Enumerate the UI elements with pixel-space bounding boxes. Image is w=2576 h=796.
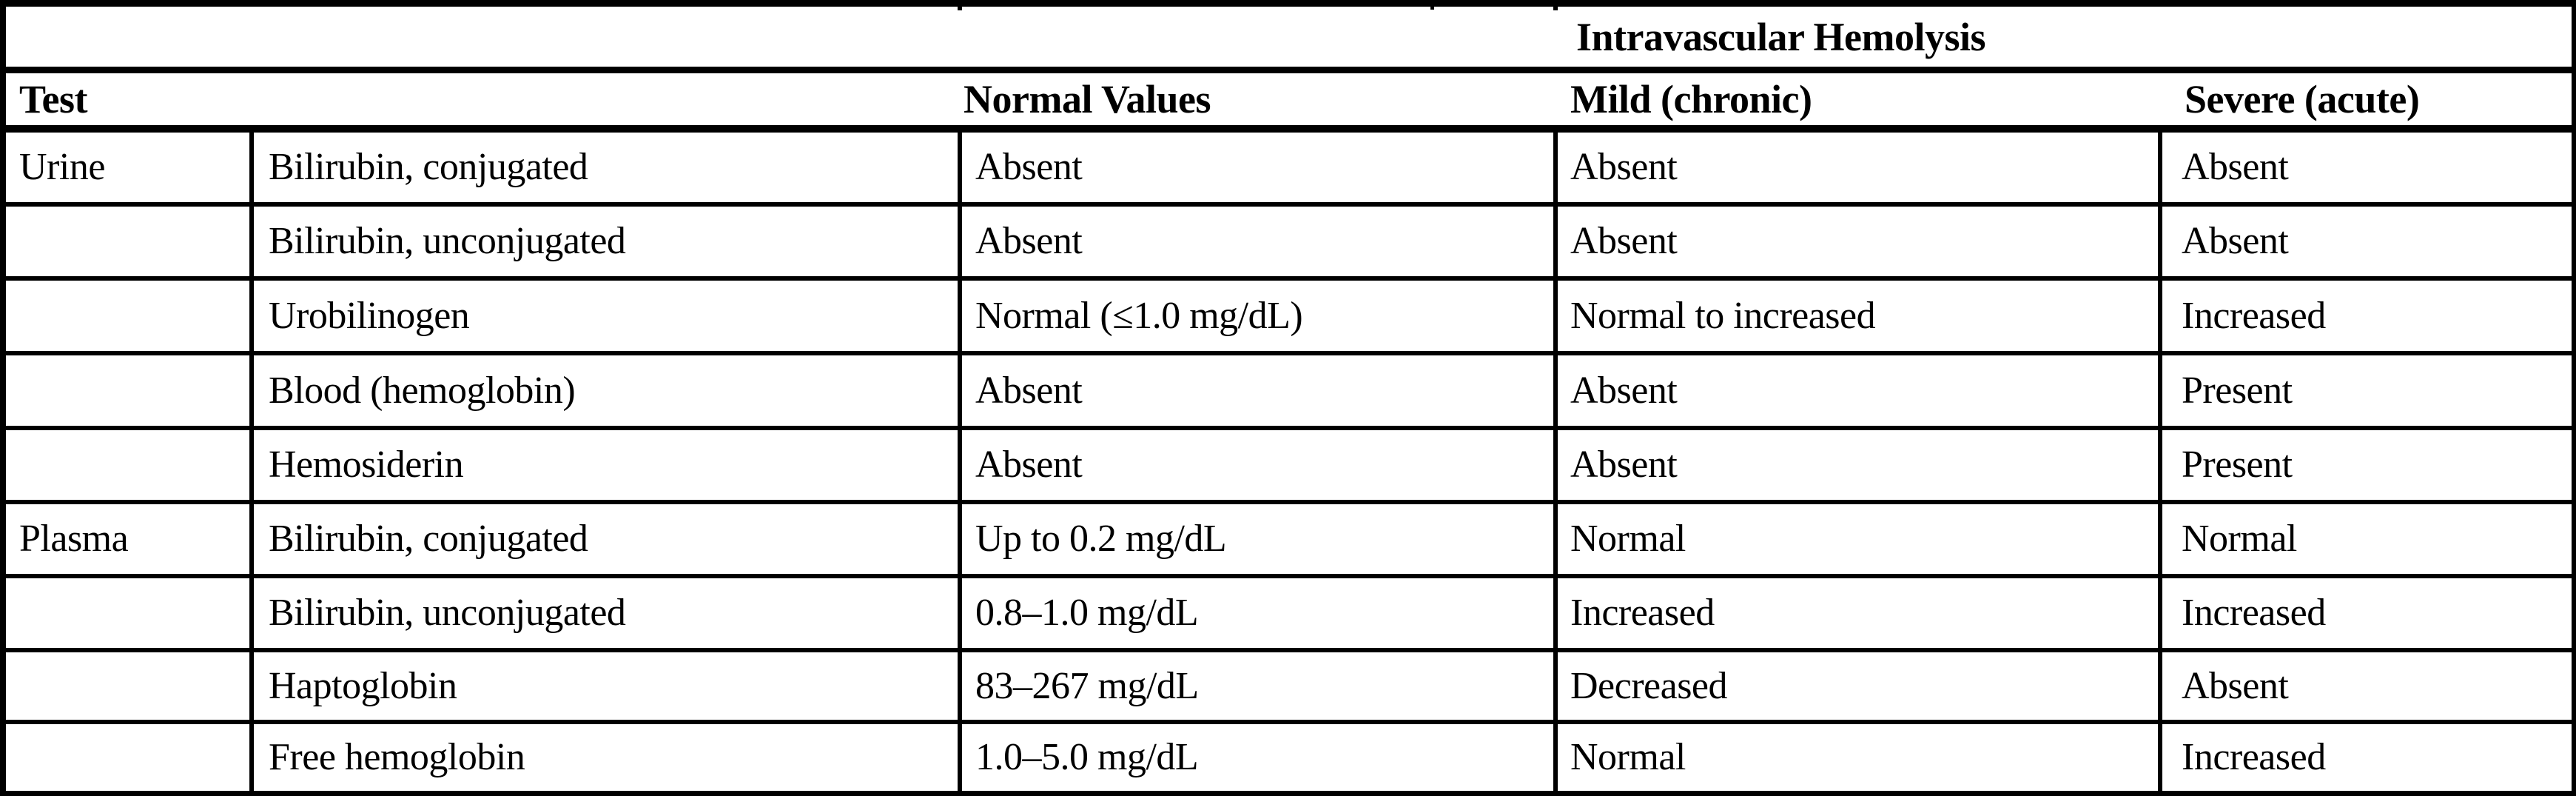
table-right-border — [2572, 0, 2576, 796]
row-divider — [0, 648, 2576, 652]
mild-cell: Absent — [1570, 146, 1678, 188]
normal-cell: Absent — [975, 146, 1083, 188]
severe-cell: Present — [2182, 369, 2293, 412]
test-cell: Bilirubin, unconjugated — [269, 592, 626, 634]
column-header-mild-chronic: Mild (chronic) — [1570, 77, 1812, 121]
severe-cell: Increased — [2182, 592, 2326, 634]
row-divider — [0, 720, 2576, 724]
test-cell: Urobilinogen — [269, 295, 470, 337]
column-header-normal-values: Normal Values — [964, 77, 1211, 121]
test-cell: Bilirubin, unconjugated — [269, 220, 626, 262]
normal-cell: 0.8–1.0 mg/dL — [975, 592, 1199, 634]
test-cell: Bilirubin, conjugated — [269, 146, 588, 188]
test-cell: Blood (hemoglobin) — [269, 369, 576, 412]
group-cell: Urine — [19, 146, 105, 188]
column-header-severe-acute: Severe (acute) — [2185, 77, 2420, 121]
rule-below-column-header — [0, 125, 2576, 133]
row-divider — [0, 202, 2576, 207]
row-divider — [0, 351, 2576, 355]
row-divider — [0, 500, 2576, 504]
table-top-border — [0, 0, 2576, 7]
top-border-tick — [1430, 7, 1434, 10]
column-divider-group-test — [249, 133, 254, 796]
normal-cell: 83–267 mg/dL — [975, 664, 1199, 707]
mild-cell: Increased — [1570, 592, 1715, 634]
severe-cell: Increased — [2182, 295, 2326, 337]
test-cell: Haptoglobin — [269, 664, 457, 707]
mild-cell: Decreased — [1570, 664, 1728, 707]
group-cell: Plasma — [19, 518, 129, 560]
row-divider — [0, 276, 2576, 281]
rule-below-span-header — [0, 67, 2576, 73]
severe-cell: Absent — [2182, 664, 2289, 707]
test-cell: Hemosiderin — [269, 444, 464, 486]
top-border-tick — [1553, 7, 1558, 10]
normal-cell: 1.0–5.0 mg/dL — [975, 736, 1199, 778]
test-cell: Bilirubin, conjugated — [269, 518, 588, 560]
mild-cell: Absent — [1570, 369, 1678, 412]
normal-cell: Absent — [975, 369, 1083, 412]
span-header-intravascular-hemolysis: Intravascular Hemolysis — [1576, 14, 1986, 59]
severe-cell: Absent — [2182, 146, 2289, 188]
mild-cell: Normal to increased — [1570, 295, 1876, 337]
normal-cell: Normal (≤1.0 mg/dL) — [975, 295, 1303, 337]
test-cell: Free hemoglobin — [269, 736, 525, 778]
table-left-border — [0, 0, 6, 796]
mild-cell: Absent — [1570, 444, 1678, 486]
row-divider — [0, 426, 2576, 430]
normal-cell: Absent — [975, 444, 1083, 486]
severe-cell: Increased — [2182, 736, 2326, 778]
column-divider-test-normal — [958, 133, 962, 796]
mild-cell: Absent — [1570, 220, 1678, 262]
top-border-tick — [958, 7, 962, 10]
table-bottom-border — [0, 791, 2576, 796]
column-header-test: Test — [19, 77, 88, 121]
row-divider — [0, 574, 2576, 578]
mild-cell: Normal — [1570, 518, 1686, 560]
severe-cell: Normal — [2182, 518, 2297, 560]
severe-cell: Present — [2182, 444, 2293, 486]
mild-cell: Normal — [1570, 736, 1686, 778]
normal-cell: Absent — [975, 220, 1083, 262]
column-divider-mild-severe — [2158, 133, 2162, 796]
column-divider-normal-mild — [1553, 133, 1558, 796]
normal-cell: Up to 0.2 mg/dL — [975, 518, 1227, 560]
severe-cell: Absent — [2182, 220, 2289, 262]
